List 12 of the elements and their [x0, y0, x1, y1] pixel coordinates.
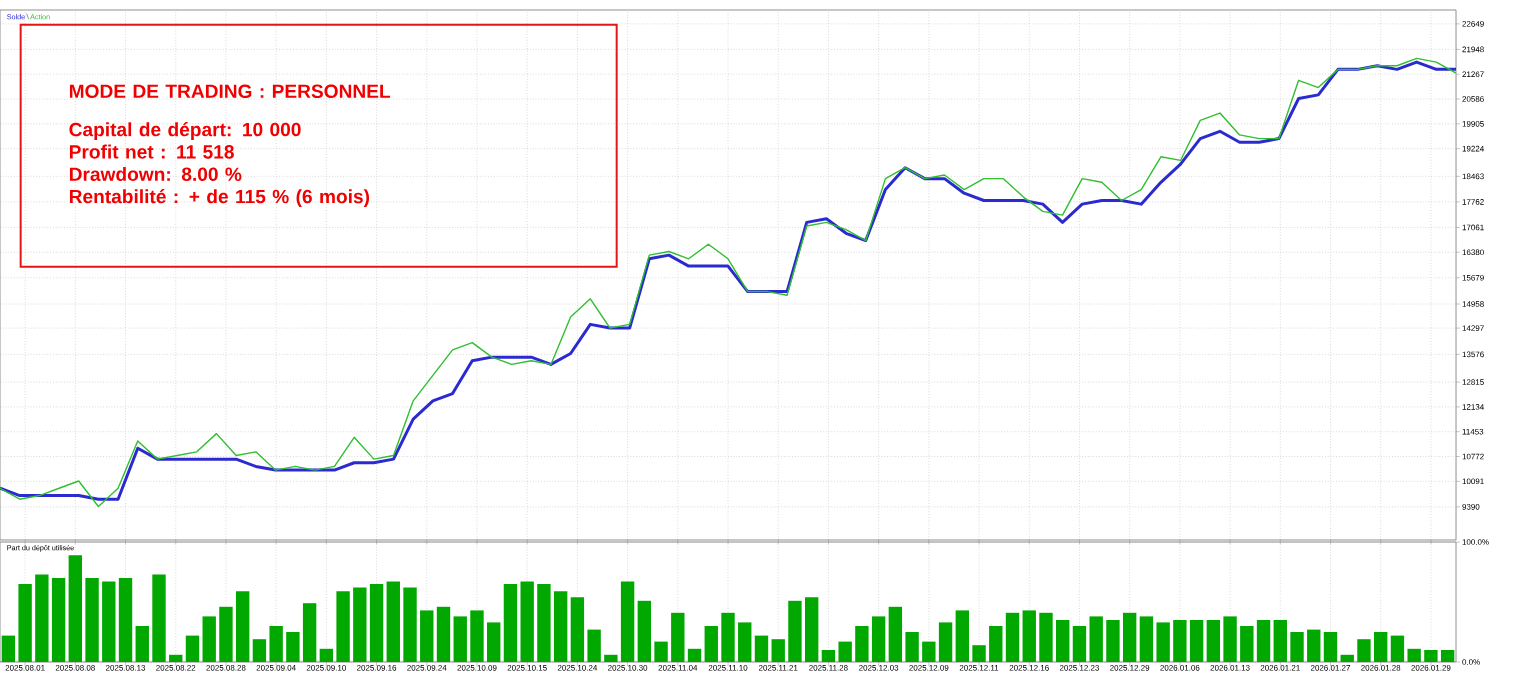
annotation: MODE DE TRADING : PERSONNEL	[69, 84, 391, 99]
annotation: Capital de départ: 10 000	[69, 122, 301, 141]
bar	[1005, 612, 1020, 662]
annotation: Rentabilité : + de 115 % (6 mois)	[69, 189, 370, 208]
bar	[754, 635, 769, 662]
annotation: Profit net : 11 518	[69, 144, 234, 159]
bar	[118, 578, 133, 662]
annotation: Drawdown: 8.00 %	[69, 166, 242, 181]
bar	[687, 648, 702, 662]
bar	[1323, 632, 1338, 662]
bar	[185, 635, 200, 662]
bar	[436, 606, 451, 662]
